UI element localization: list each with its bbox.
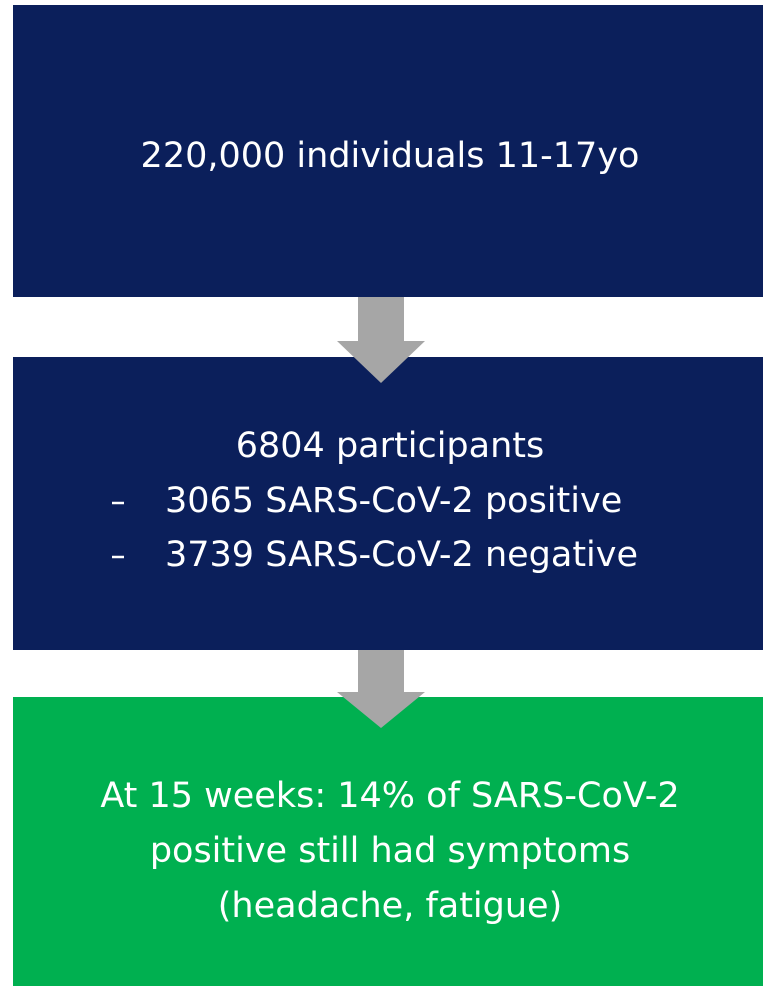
node-line: (headache, fatigue) <box>218 886 563 926</box>
box-population <box>13 5 763 297</box>
box-outcome <box>13 697 763 986</box>
node-label: 220,000 individuals 11-17yo <box>141 136 640 176</box>
arrow <box>337 297 425 383</box>
list-item: 3065 SARS-CoV-2 positive <box>165 481 622 521</box>
arrow <box>337 650 425 728</box>
node-line: positive still had symptoms <box>150 831 630 871</box>
box-participants <box>13 357 763 650</box>
node-line: At 15 weeks: 14% of SARS-CoV-2 <box>100 776 679 816</box>
list-item: 3739 SARS-CoV-2 negative <box>165 535 638 575</box>
node-label: 6804 participants <box>236 426 544 466</box>
